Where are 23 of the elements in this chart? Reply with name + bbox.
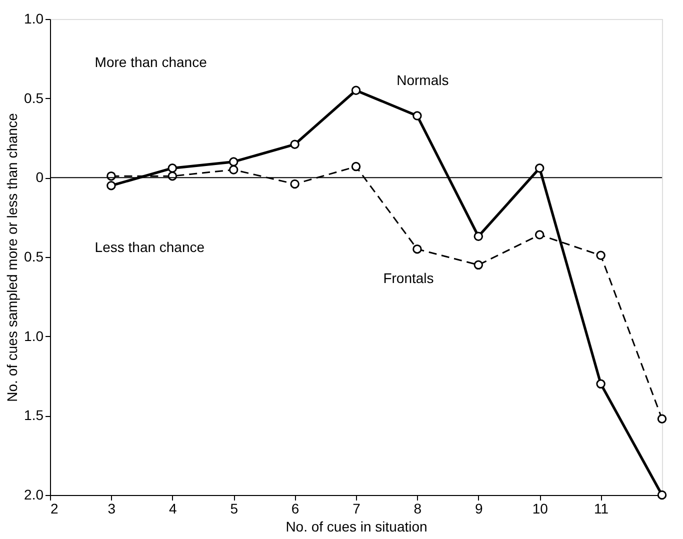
x-tick-label: 3: [108, 500, 116, 516]
y-tick-label: 0.5: [24, 90, 44, 106]
x-tick-label: 11: [594, 500, 609, 516]
x-tick-label: 8: [414, 500, 422, 516]
y-tick-label: 1.5: [24, 407, 44, 424]
series-label: Normals: [396, 72, 449, 88]
annotation: Less than chance: [94, 238, 205, 255]
x-tick-label: 5: [230, 500, 238, 516]
x-axis-title: No. of cues in situation: [286, 518, 428, 534]
x-tick-label: 4: [169, 500, 177, 516]
y-axis-title: No. of cues sampled more or less than chance: [4, 112, 20, 402]
y-tick-label: 2.0: [24, 486, 44, 502]
y-tick-label: 0.5: [24, 248, 44, 264]
x-tick-label: 6: [291, 500, 300, 516]
y-tick-label: 1.0: [24, 10, 44, 26]
y-tick-label: 1.0: [24, 328, 44, 344]
x-tick-label: 2: [50, 500, 58, 516]
x-tick-label: 10: [532, 500, 548, 516]
annotation: More than chance: [94, 54, 208, 70]
series-label: Frontals: [383, 270, 434, 286]
x-tick-label: 7: [352, 500, 361, 516]
x-tick-label: 9: [475, 500, 483, 516]
y-tick-label: 0: [36, 169, 44, 186]
